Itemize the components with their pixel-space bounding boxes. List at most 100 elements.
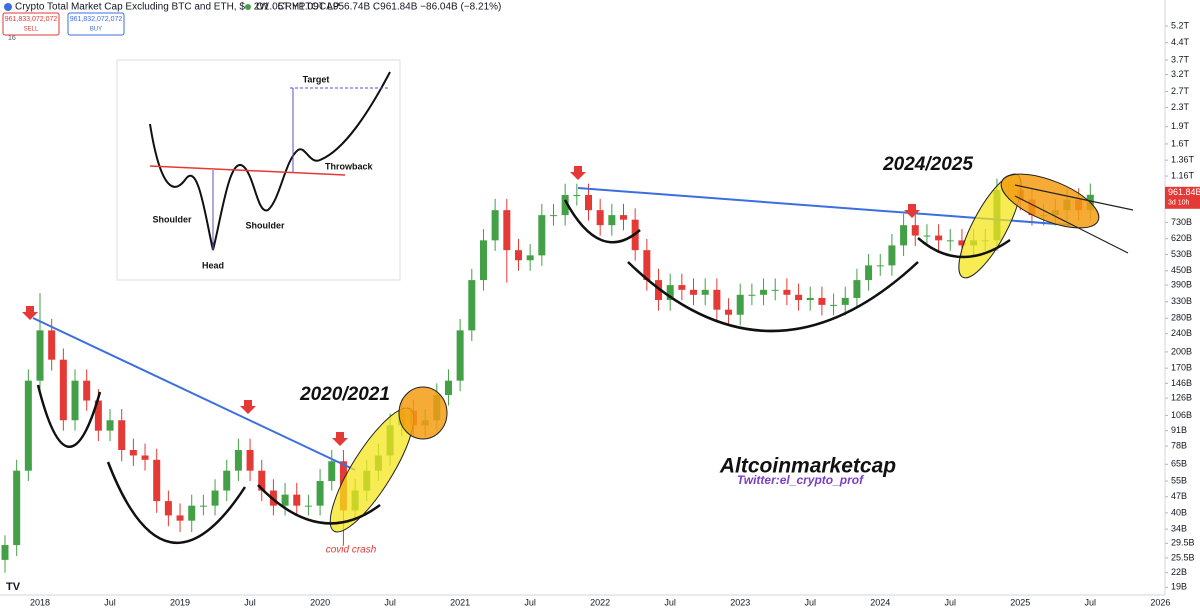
x-tick-label: Jul — [384, 597, 396, 607]
arrow — [570, 166, 586, 180]
inset-frame — [116, 59, 401, 281]
candle-body — [806, 297, 814, 301]
arrow — [240, 400, 256, 414]
x-tick-label: 2018 — [30, 597, 50, 607]
candle-body — [795, 294, 803, 301]
y-tick-label: 5.2T — [1171, 20, 1190, 30]
x-axis: 2018 Jul 2019 Jul 2020 Jul 2021 Jul 2022 Jul 2023 J… — [30, 597, 1170, 607]
sell-price: 961,833,072,072 — [5, 16, 58, 23]
y-tick-label: 2.7T — [1171, 86, 1190, 96]
watermark: Twitter:el_crypto_prof — [737, 473, 864, 487]
sell-button[interactable] — [2, 12, 60, 36]
buy-button[interactable] — [67, 12, 125, 36]
y-tick-label: 78B — [1171, 440, 1187, 450]
candle-body — [234, 450, 242, 471]
candle-body — [701, 289, 709, 295]
inset-diagram: Target Throwback Shoulder Head Shoulder — [116, 59, 401, 281]
price-tag-label: 961.84B — [1168, 187, 1200, 197]
candle-body — [585, 194, 592, 211]
candle-body — [1, 545, 9, 560]
arc — [917, 237, 1011, 259]
y-tick-label: 3.7T — [1171, 54, 1190, 64]
logo: TV — [6, 581, 21, 593]
candle-body — [223, 470, 231, 491]
y-tick-label: 22B — [1171, 567, 1187, 577]
annotation: 2020/2021 — [299, 384, 390, 405]
candle-body — [876, 265, 884, 267]
candle-body — [841, 297, 849, 305]
x-tick-label: 2026 — [1150, 597, 1170, 607]
candle-body — [888, 245, 896, 266]
candle-body — [596, 210, 604, 226]
ohlc: O1.05T H1.09T L956.74B C961.84B −86.04B … — [256, 2, 501, 13]
symbol-title: Crypto Total Market Cap Excluding BTC an… — [15, 2, 340, 13]
y-tick-label: 1.6T — [1171, 138, 1190, 148]
x-tick-label: Jul — [244, 597, 256, 607]
candle-body — [538, 215, 546, 256]
channel-line — [1014, 195, 1129, 254]
candle-body — [199, 505, 207, 507]
candle-body — [830, 304, 838, 306]
candle-body — [491, 210, 499, 241]
candle-body — [328, 461, 336, 482]
y-tick-label: 1.16T — [1171, 170, 1195, 180]
candle-body — [468, 280, 476, 331]
candle-body — [818, 297, 826, 305]
candle-body — [923, 235, 931, 237]
candle-body — [141, 455, 149, 460]
pattern-curve — [149, 71, 391, 251]
arrow — [904, 204, 920, 218]
candle-body — [514, 250, 522, 261]
price-tag: 961.84B 3d 10h — [1165, 186, 1200, 209]
sell-label: SELL — [24, 27, 39, 33]
candle-body — [304, 505, 312, 507]
x-tick-label: 2020 — [310, 597, 330, 607]
arc — [627, 261, 919, 333]
candle-body — [783, 289, 791, 295]
indicator-count: 16 — [8, 35, 16, 42]
y-tick-label: 200B — [1171, 346, 1192, 356]
arrows — [22, 166, 920, 446]
y-tick-label: 390B — [1171, 279, 1192, 289]
y-tick-label: 1.9T — [1171, 121, 1190, 131]
candle-body — [258, 470, 266, 491]
x-tick-label: Jul — [524, 597, 536, 607]
symbol-icon — [4, 3, 12, 11]
candle-body — [293, 494, 301, 506]
x-tick-label: Jul — [104, 597, 116, 607]
candle-body — [211, 490, 219, 506]
x-tick-label: 2021 — [450, 597, 470, 607]
y-tick-label: 106B — [1171, 410, 1192, 420]
highlight-ellipse — [398, 386, 448, 440]
candle-body — [608, 215, 616, 226]
y-tick-label: 40B — [1171, 507, 1187, 517]
annotation: 2024/2025 — [882, 154, 973, 175]
candle-body — [771, 289, 779, 291]
x-tick-label: 2019 — [170, 597, 190, 607]
candle-body — [94, 400, 102, 431]
arc — [563, 199, 641, 244]
inset-label: Shoulder — [245, 220, 284, 230]
y-tick-label: 450B — [1171, 265, 1192, 275]
x-tick-label: Jul — [804, 597, 816, 607]
y-tick-label: 29.5B — [1171, 538, 1195, 548]
channel-line — [1014, 184, 1134, 211]
x-tick-label: 2024 — [870, 597, 890, 607]
drawings: 2020/2021 2024/2025 covid crash Altcoinm… — [22, 154, 1134, 556]
y-tick-label: 65B — [1171, 459, 1187, 469]
y-tick-label: 280B — [1171, 313, 1192, 323]
arrow — [332, 432, 348, 446]
neckline — [149, 165, 346, 176]
candle-body — [760, 289, 768, 295]
candle-body — [59, 359, 67, 421]
status-dot — [245, 4, 251, 10]
y-tick-label: 47B — [1171, 491, 1187, 501]
candle-body — [935, 235, 943, 241]
candle-body — [503, 210, 511, 251]
y-tick-label: 3.2T — [1171, 69, 1190, 79]
y-tick-label: 2.3T — [1171, 102, 1190, 112]
candle-body — [748, 294, 756, 296]
candle-body — [48, 330, 56, 360]
candle-body — [655, 280, 663, 301]
